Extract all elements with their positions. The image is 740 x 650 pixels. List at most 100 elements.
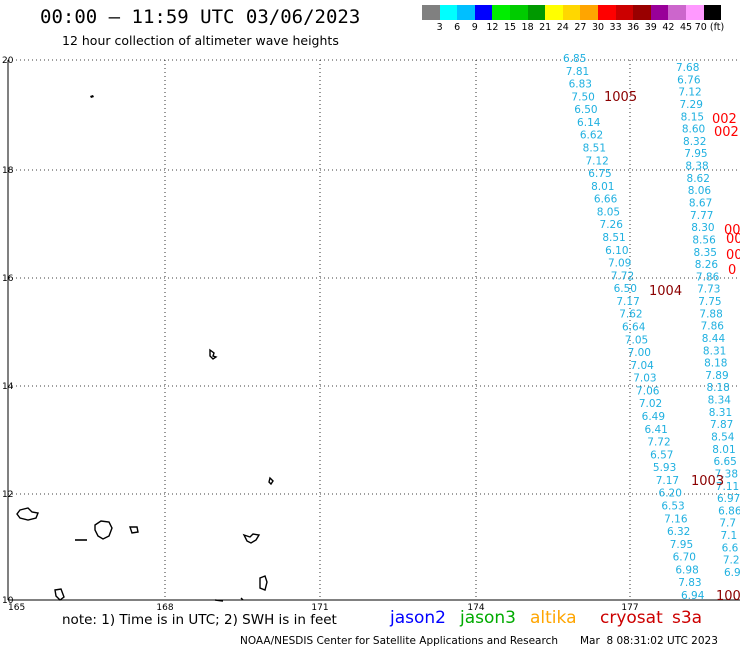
- longitude-label: 174: [467, 603, 484, 613]
- wave-height-value: 6.65: [713, 456, 736, 468]
- wave-height-value: 7.16: [664, 513, 688, 525]
- wave-height-value: 6.57: [650, 449, 673, 461]
- island: [54, 588, 65, 601]
- wave-height-value: 8.06: [688, 185, 712, 197]
- color-scale-legend: 3 6 9 12 15 18 21 24 27 30 33 36 39 42 45 70 (ft): [422, 5, 724, 33]
- wave-height-value: 6.50: [574, 104, 597, 116]
- wave-height-value: 7.72: [611, 270, 634, 282]
- island: [240, 597, 244, 601]
- pressure-label: 0: [728, 263, 736, 278]
- wave-height-value: 7.50: [571, 91, 594, 103]
- credit-line: NOAA/NESDIS Center for Satellite Applica…: [240, 635, 558, 647]
- footer-note: note: 1) Time is in UTC; 2) SWH is in fe…: [62, 612, 337, 628]
- wave-height-value: 6.32: [667, 526, 690, 538]
- wave-height-value: 7.29: [680, 99, 703, 111]
- wave-height-value: 6.41: [644, 424, 667, 436]
- color-swatch: [685, 5, 704, 20]
- wave-height-value: 8.32: [683, 136, 706, 148]
- wave-height-value: 8.56: [692, 234, 716, 246]
- color-scale-swatches: [422, 5, 722, 20]
- wave-height-value: 7.38: [715, 468, 738, 480]
- wave-height-value: 8.01: [712, 444, 735, 456]
- wave-height-value: 8.26: [695, 259, 719, 271]
- color-scale-label: 27: [574, 22, 587, 33]
- wave-height-value: 6.10: [605, 245, 628, 257]
- pressure-label: 002: [712, 112, 737, 127]
- wave-height-value: 7.04: [630, 360, 654, 372]
- wave-height-value: 7.81: [566, 66, 589, 78]
- page-subtitle: 12 hour collection of altimeter wave hei…: [62, 33, 339, 48]
- color-scale-label: 15: [503, 22, 517, 33]
- wave-height-value: 8.60: [682, 124, 705, 136]
- wave-height-value: 7.1: [720, 530, 737, 542]
- island: [94, 520, 113, 540]
- wave-height-value: 7.87: [710, 419, 733, 431]
- color-swatch: [439, 5, 458, 20]
- longitude-label: 165: [8, 603, 25, 613]
- wave-height-value: 6.64: [622, 322, 646, 334]
- pressure-label: 1005: [604, 90, 637, 105]
- wave-height-value: 6.53: [661, 501, 684, 513]
- color-scale-label: 12: [486, 22, 499, 33]
- wave-height-value: 6.98: [675, 564, 698, 576]
- color-scale-label: 21: [539, 22, 552, 33]
- wave-height-value: 8.51: [583, 143, 606, 155]
- satellite-jason2: jason2: [390, 608, 446, 628]
- pressure-label: 100: [716, 589, 740, 604]
- latitude-label: 12: [2, 490, 13, 500]
- wave-height-value: 6.66: [594, 194, 618, 206]
- color-swatch: [457, 5, 475, 20]
- wave-height-value: 7.02: [639, 398, 662, 410]
- color-scale-label: 70 (ft): [694, 22, 725, 33]
- island: [129, 526, 139, 534]
- wave-height-value: 8.35: [694, 247, 717, 259]
- color-swatch: [580, 5, 598, 20]
- color-swatch: [650, 5, 669, 20]
- wave-height-value: 8.15: [681, 111, 704, 123]
- latitude-label: 10: [2, 596, 14, 606]
- wave-height-value: 6.85: [563, 53, 586, 65]
- wave-height-value: 7.73: [697, 284, 720, 296]
- wave-height-value: 8.62: [687, 173, 710, 185]
- wave-height-value: 7.75: [698, 296, 721, 308]
- wave-height-value: 7.17: [656, 475, 679, 487]
- wave-height-value: 7.95: [684, 148, 707, 160]
- island: [242, 533, 261, 544]
- wave-height-value: 7.12: [585, 155, 608, 167]
- longitude-label: 168: [156, 603, 173, 613]
- altimeter-track-a: 6.857.816.837.506.506.146.628.517.126.75…: [563, 53, 705, 602]
- pressure-label: 00: [724, 223, 740, 238]
- wave-height-value: 6.70: [673, 552, 696, 564]
- color-swatch: [562, 5, 581, 20]
- color-swatch: [633, 5, 651, 20]
- island: [259, 575, 268, 591]
- wave-height-value: 7.88: [699, 308, 722, 320]
- island: [16, 507, 39, 521]
- island: [90, 95, 94, 98]
- wave-height-value: 6.49: [642, 411, 665, 423]
- color-swatch: [509, 5, 528, 20]
- altimeter-track-b: 7.686.767.127.298.158.608.327.958.388.62…: [676, 62, 740, 579]
- wave-height-value: 6.6: [722, 542, 739, 554]
- wave-height-value: 7.09: [608, 258, 631, 270]
- wave-height-value: 8.54: [711, 432, 735, 444]
- wave-height-value: 8.67: [689, 197, 712, 209]
- latitude-label: 14: [2, 382, 14, 392]
- wave-height-value: 8.44: [702, 333, 726, 345]
- wave-height-value: 6.75: [588, 168, 611, 180]
- color-swatch: [597, 5, 616, 20]
- color-scale-label: 24: [556, 22, 569, 33]
- wave-height-value: 6.14: [577, 117, 601, 129]
- wave-height-value: 8.34: [708, 395, 732, 407]
- latitude-label: 16: [2, 274, 14, 284]
- latitude-label: 20: [2, 56, 14, 66]
- wave-height-value: 7.86: [696, 271, 720, 283]
- wave-height-value: 5.93: [653, 462, 676, 474]
- wave-height-value: 7.7: [719, 518, 736, 530]
- pressure-label: 002: [714, 125, 739, 140]
- wave-height-value: 7.83: [678, 577, 701, 589]
- wave-height-value: 6.50: [614, 283, 637, 295]
- wave-height-value: 7.17: [616, 296, 639, 308]
- wave-height-value: 8.51: [602, 232, 625, 244]
